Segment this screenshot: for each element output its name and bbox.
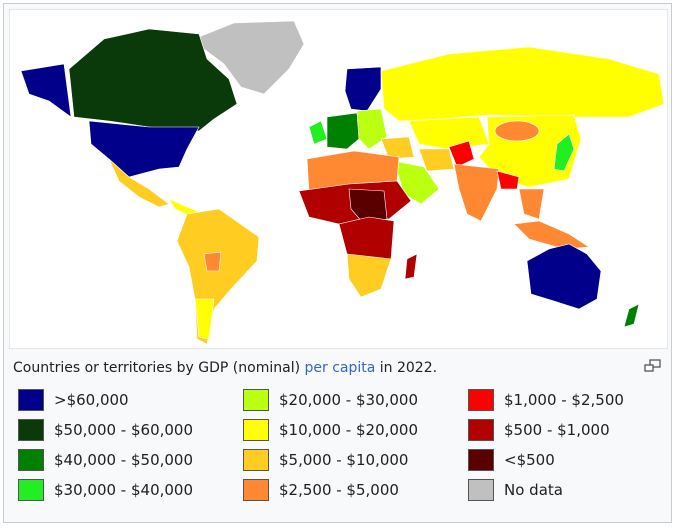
legend-label: No data: [504, 481, 563, 499]
legend-label: $20,000 - $30,000: [279, 391, 419, 409]
legend-item: $5,000 - $10,000: [243, 447, 408, 473]
legend-label: $5,000 - $10,000: [279, 451, 409, 469]
legend-swatch: [468, 389, 494, 411]
legend-item: $50,000 - $60,000: [18, 417, 193, 443]
legend-swatch: [18, 479, 44, 501]
legend-item: No data: [468, 477, 563, 503]
legend-item: $2,500 - $5,000: [243, 477, 399, 503]
legend-swatch: [243, 449, 269, 471]
legend-swatch: [243, 419, 269, 441]
legend-label: $1,000 - $2,500: [504, 391, 624, 409]
legend-label: <$500: [504, 451, 555, 469]
legend-swatch: [243, 389, 269, 411]
legend-label: $500 - $1,000: [504, 421, 610, 439]
caption-text: in 2022.: [379, 360, 438, 376]
legend-swatch: [468, 449, 494, 471]
legend-label: $30,000 - $40,000: [54, 481, 194, 499]
legend-swatch: [18, 419, 44, 441]
legend-label: $50,000 - $60,000: [54, 421, 194, 439]
legend-label: $10,000 - $20,000: [279, 421, 419, 439]
legend-label: $40,000 - $50,000: [54, 451, 194, 469]
enlarge-icon[interactable]: [644, 359, 662, 373]
legend-label: $2,500 - $5,000: [279, 481, 399, 499]
legend-item: <$500: [468, 447, 555, 473]
legend-item: $1,000 - $2,500: [468, 387, 624, 413]
legend-item: $10,000 - $20,000: [243, 417, 418, 443]
legend-swatch: [468, 419, 494, 441]
legend-swatch: [18, 389, 44, 411]
legend-swatch: [18, 449, 44, 471]
legend-item: >$60,000: [18, 387, 129, 413]
caption: Countries or territories by GDP (nominal…: [13, 360, 437, 376]
legend-swatch: [243, 479, 269, 501]
caption-link[interactable]: per capita: [304, 360, 376, 376]
legend-label: >$60,000: [54, 391, 129, 409]
legend-item: $20,000 - $30,000: [243, 387, 418, 413]
figure: Countries or territories by GDP (nominal…: [3, 3, 672, 523]
legend-swatch: [468, 479, 494, 501]
legend-item: $500 - $1,000: [468, 417, 610, 443]
caption-text: Countries or territories by GDP (nominal…: [13, 360, 301, 376]
legend-item: $30,000 - $40,000: [18, 477, 193, 503]
legend-item: $40,000 - $50,000: [18, 447, 193, 473]
world-map: [9, 9, 668, 349]
